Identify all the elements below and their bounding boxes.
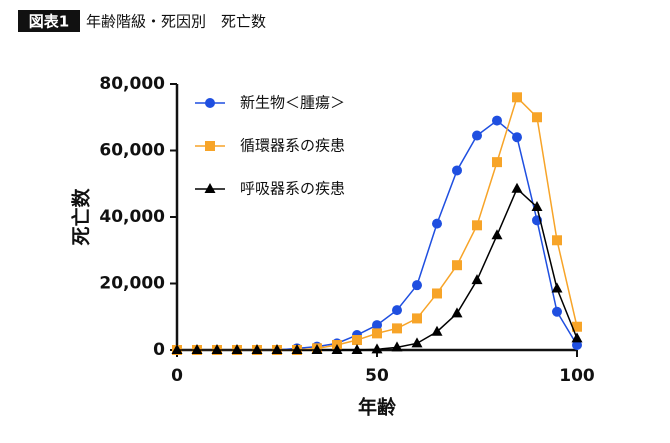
legend-label: 循環器系の疾患 — [240, 137, 345, 155]
point — [412, 280, 422, 291]
legend-label: 新生物＜腫瘍＞ — [240, 94, 345, 112]
point — [572, 321, 582, 332]
point — [531, 201, 543, 212]
y-tick-label: 40,000 — [99, 207, 165, 227]
point — [432, 288, 442, 299]
page-title: 年齢階級・死因別 死亡数 — [86, 13, 266, 31]
legend-marker — [205, 98, 215, 108]
point — [432, 218, 442, 229]
y-tick-label: 80,000 — [99, 74, 165, 94]
point — [572, 340, 582, 351]
point — [492, 157, 502, 168]
point — [271, 344, 283, 354]
legend-marker — [204, 183, 216, 193]
point — [391, 341, 403, 352]
point — [392, 323, 402, 334]
point — [551, 282, 563, 293]
point — [352, 335, 362, 346]
point — [552, 306, 562, 317]
point — [211, 344, 223, 354]
point — [491, 229, 503, 240]
point — [452, 260, 462, 271]
point — [191, 344, 203, 354]
legend-label: 呼吸器系の疾患 — [240, 180, 345, 198]
point — [472, 130, 482, 141]
x-tick-label: 0 — [171, 366, 183, 386]
point — [372, 320, 382, 331]
point — [552, 235, 562, 246]
point — [371, 343, 383, 354]
point — [532, 112, 542, 123]
x-axis-label: 年齢 — [358, 396, 397, 419]
y-tick-label: 60,000 — [99, 141, 165, 161]
legend-marker — [205, 141, 215, 151]
point — [351, 344, 363, 354]
point — [411, 337, 423, 348]
point — [372, 328, 382, 339]
point — [511, 182, 523, 193]
point — [571, 332, 583, 343]
y-tick-label: 0 — [153, 340, 165, 360]
point — [471, 274, 483, 285]
x-tick-label: 100 — [559, 366, 595, 386]
point — [331, 344, 343, 354]
point — [251, 344, 263, 354]
x-tick-label: 50 — [365, 366, 389, 386]
badge-box — [18, 10, 80, 32]
point — [231, 344, 243, 354]
y-axis-label: 死亡数 — [70, 188, 93, 246]
point — [452, 165, 462, 176]
point — [291, 344, 303, 354]
series-line — [177, 119, 578, 351]
point — [451, 307, 463, 318]
point — [431, 325, 443, 336]
point — [492, 115, 502, 126]
point — [311, 344, 323, 354]
badge: 図表1 — [29, 13, 69, 31]
point — [412, 313, 422, 324]
point — [512, 92, 522, 103]
point — [512, 132, 522, 143]
y-tick-label: 20,000 — [99, 274, 165, 294]
point — [472, 220, 482, 231]
point — [171, 344, 183, 354]
point — [392, 305, 402, 316]
